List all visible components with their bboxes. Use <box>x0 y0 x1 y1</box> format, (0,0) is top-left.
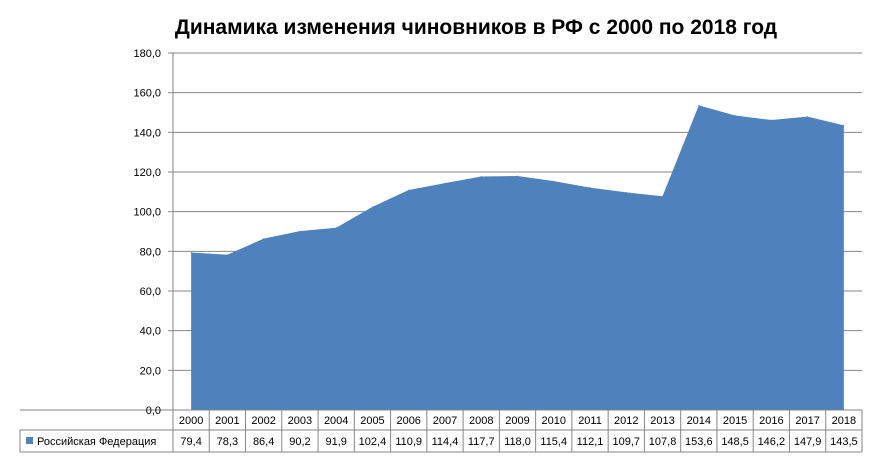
data-point <box>625 191 627 193</box>
data-point <box>263 238 265 240</box>
data-table-value: 153,6 <box>685 436 713 448</box>
x-tick-label: 2017 <box>795 415 819 427</box>
x-tick-label: 2000 <box>179 415 203 427</box>
x-tick-label: 2007 <box>433 415 457 427</box>
data-point <box>734 114 736 116</box>
data-table: 2000 79,4 2001 78,3 2002 86,4 2003 90,2 2004 91,9… <box>19 410 863 453</box>
data-point <box>807 116 809 118</box>
data-table-value: 109,7 <box>613 436 641 448</box>
data-table-value: 79,4 <box>180 436 201 448</box>
data-table-value: 147,9 <box>794 436 822 448</box>
data-point <box>190 252 192 254</box>
x-tick-label: 2012 <box>614 415 638 427</box>
data-point <box>698 104 700 106</box>
data-point <box>299 230 301 232</box>
y-tick-label: 80,0 <box>140 246 161 258</box>
data-point <box>553 180 555 182</box>
x-tick-label: 2003 <box>288 415 312 427</box>
data-point <box>480 176 482 178</box>
data-table-value: 90,2 <box>289 436 310 448</box>
data-table-value: 78,3 <box>217 436 238 448</box>
y-tick-label: 60,0 <box>140 286 161 298</box>
legend-swatch <box>26 437 33 444</box>
y-tick-label: 180,0 <box>133 48 161 60</box>
y-tick-label: 40,0 <box>140 326 161 338</box>
data-table-value: 110,9 <box>395 436 422 448</box>
y-tick-label: 0,0 <box>146 405 161 417</box>
data-table-value: 117,7 <box>468 436 495 448</box>
data-table-value: 118,0 <box>504 436 531 448</box>
area-series-russian-federation <box>191 105 844 411</box>
x-tick-label: 2006 <box>396 415 420 427</box>
y-tick-label: 140,0 <box>133 127 161 139</box>
x-tick-label: 2001 <box>215 415 239 427</box>
data-table-value: 146,2 <box>758 436 786 448</box>
legend-series-name: Российская Федерация <box>37 436 156 448</box>
x-tick-label: 2010 <box>542 415 566 427</box>
data-point <box>662 195 664 197</box>
x-tick-label: 2013 <box>650 415 674 427</box>
data-point <box>335 227 337 229</box>
data-table-value: 107,8 <box>649 436 677 448</box>
data-table-value: 143,5 <box>830 436 858 448</box>
axes <box>20 52 862 452</box>
data-table-value: 115,4 <box>540 436 567 448</box>
data-point <box>371 206 373 208</box>
data-point <box>589 187 591 189</box>
x-tick-label: 2002 <box>251 415 275 427</box>
y-tick-label: 20,0 <box>140 365 161 377</box>
data-table-value: 148,5 <box>721 436 749 448</box>
x-tick-label: 2004 <box>324 415 348 427</box>
data-table-value: 91,9 <box>325 436 346 448</box>
y-axis-tick-labels: 0,0 20,0 40,0 60,0 80,0 100,0 120,0 140,0 160,0 1… <box>133 48 161 417</box>
y-tick-label: 100,0 <box>133 207 161 219</box>
x-tick-label: 2018 <box>832 415 856 427</box>
data-table-value: 114,4 <box>432 436 459 448</box>
x-tick-label: 2008 <box>469 415 493 427</box>
x-tick-label: 2016 <box>759 415 783 427</box>
x-tick-label: 2014 <box>687 415 711 427</box>
data-point <box>770 119 772 121</box>
y-tick-label: 120,0 <box>133 167 161 179</box>
plot-area <box>190 104 845 411</box>
data-point <box>408 189 410 191</box>
data-point <box>226 254 228 256</box>
data-table-value: 112,1 <box>577 436 604 448</box>
x-tick-label: 2009 <box>505 415 529 427</box>
y-tick-label: 160,0 <box>133 88 161 100</box>
data-point <box>843 124 845 126</box>
x-tick-label: 2005 <box>360 415 384 427</box>
x-tick-label: 2011 <box>578 415 602 427</box>
chart-title: Динамика изменения чиновников в РФ с 200… <box>175 16 777 39</box>
data-table-value: 102,4 <box>359 436 387 448</box>
data-point <box>517 175 518 177</box>
data-point <box>444 182 446 184</box>
data-table-value: 86,4 <box>253 436 274 448</box>
x-tick-label: 2015 <box>723 415 747 427</box>
